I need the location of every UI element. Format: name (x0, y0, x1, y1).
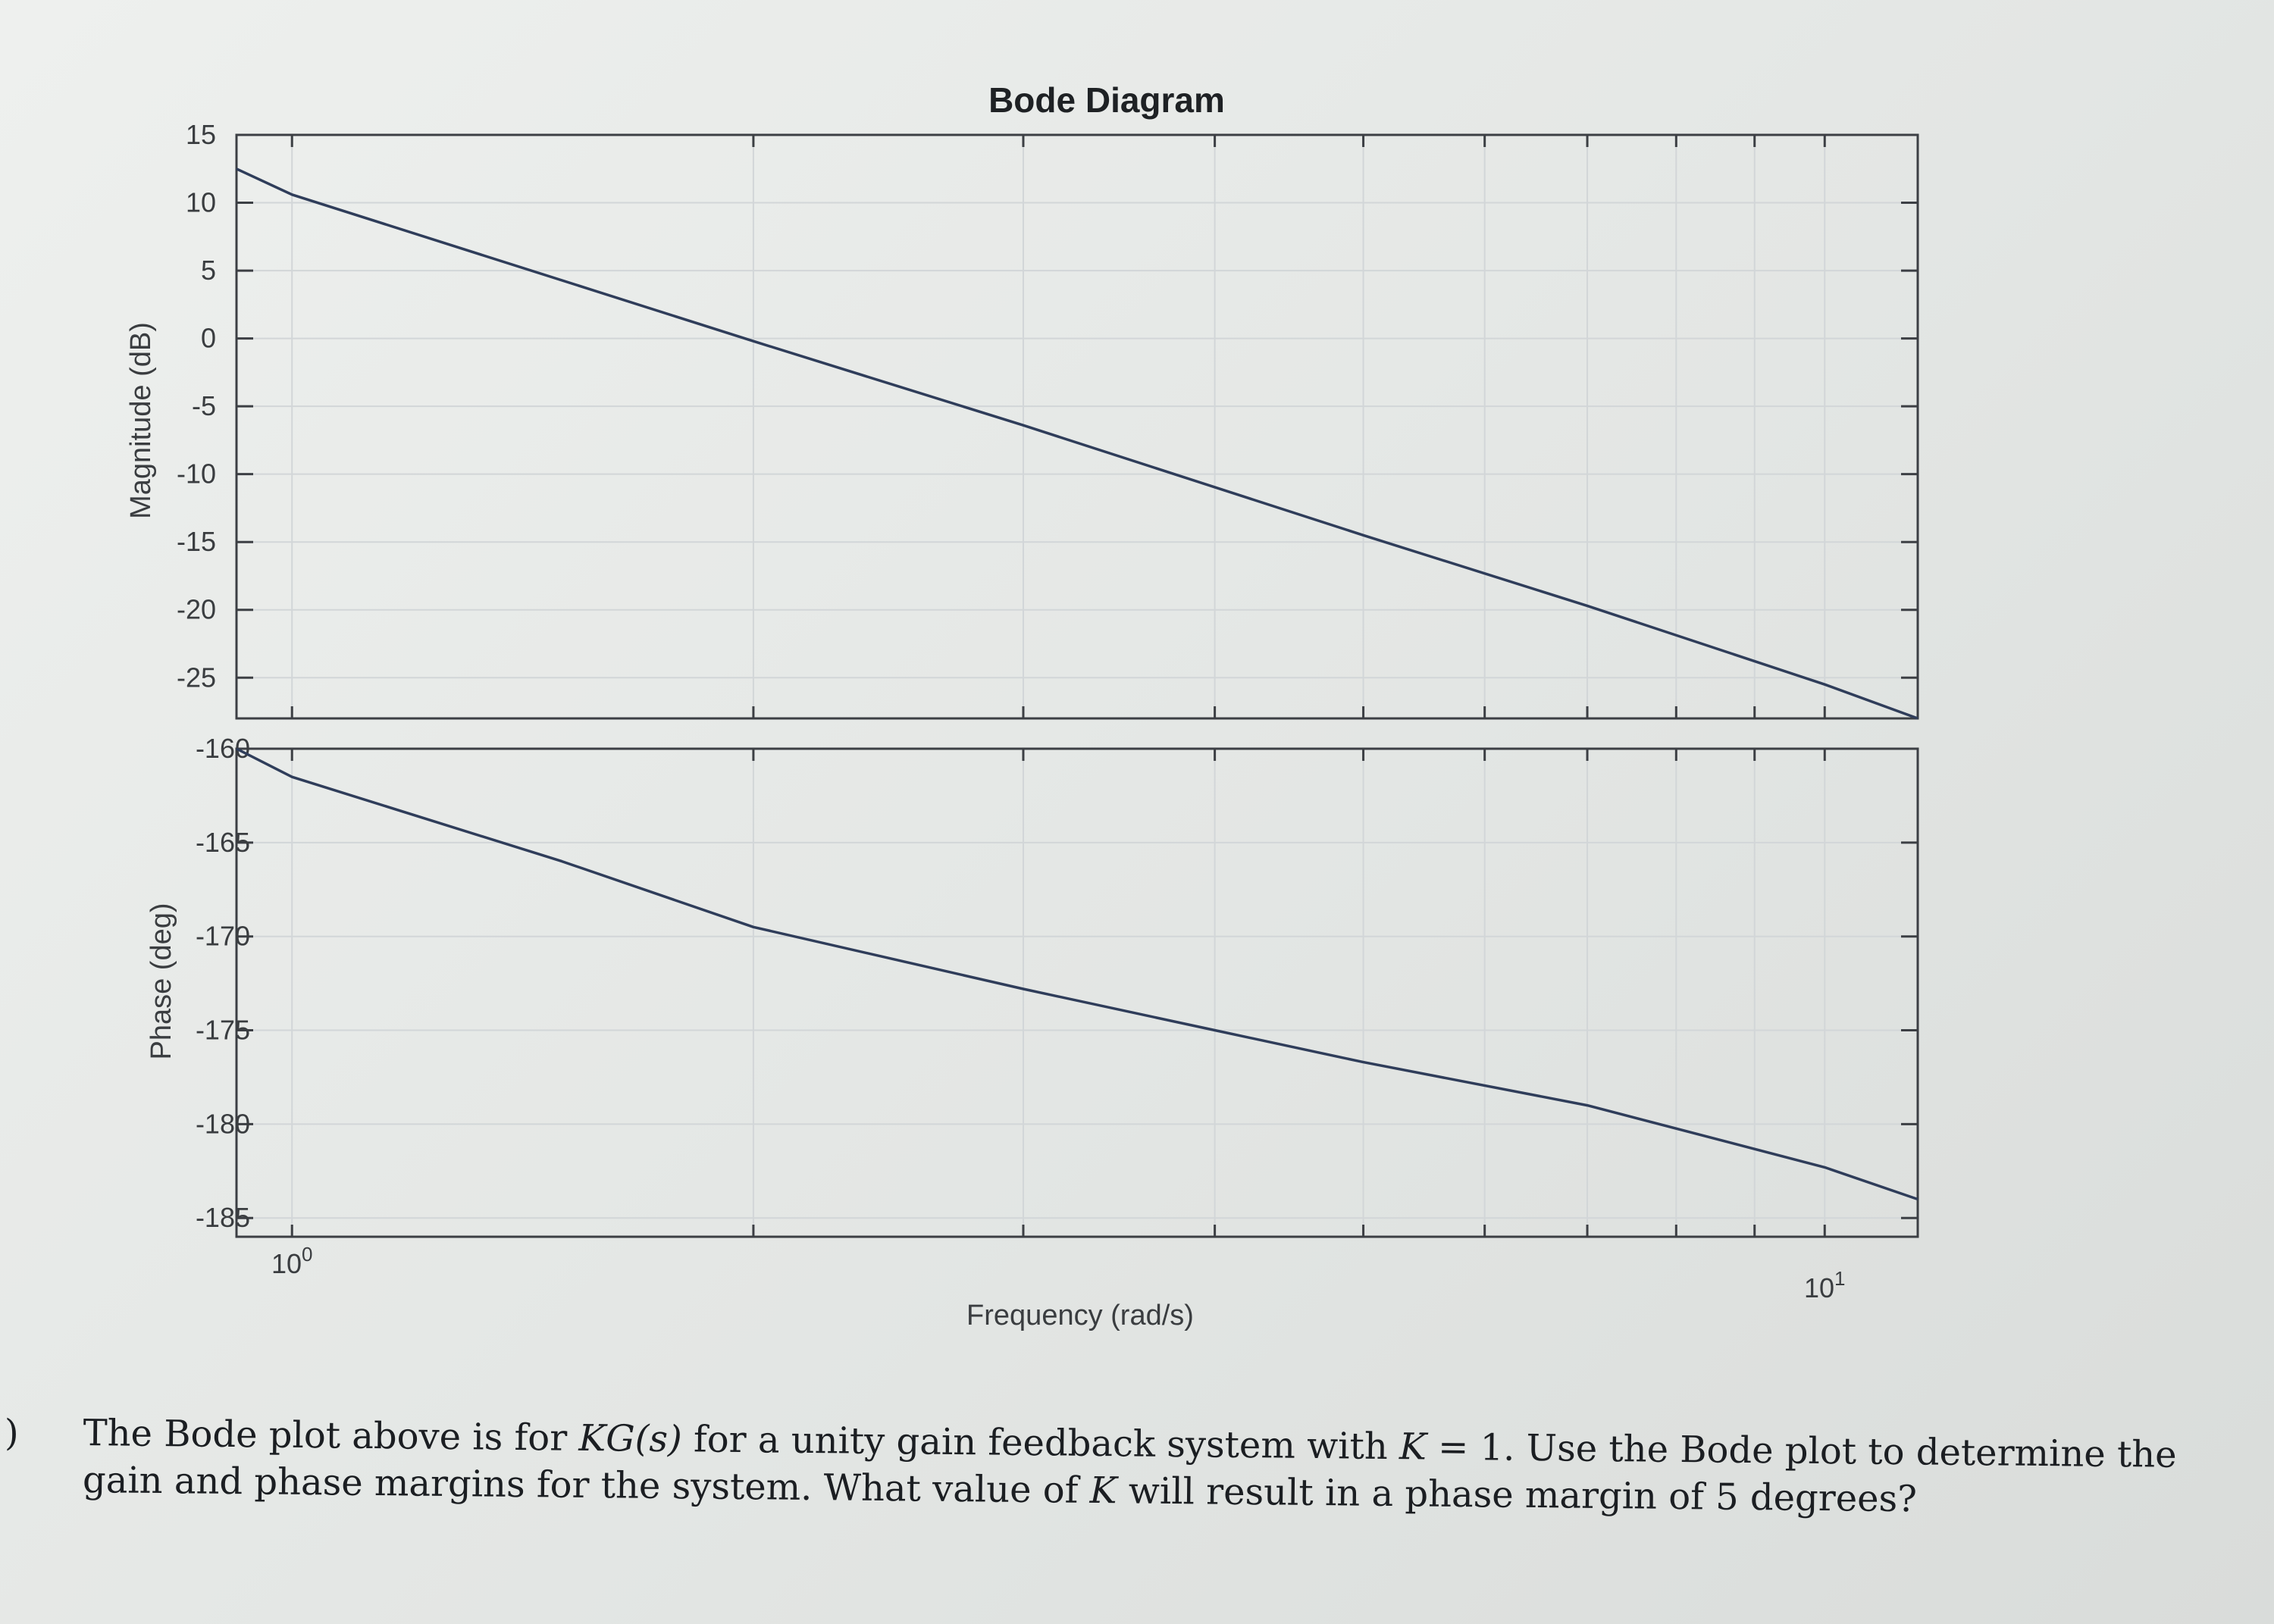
magnitude-panel: 15 10 5 0 -5 -10 -15 -20 -25 (177, 119, 1919, 720)
y-tick-label: -170 (196, 921, 250, 952)
problem-text-1c: = 1. Use the Bode plot to determine the (1426, 1425, 2177, 1476)
y-tick-label: -160 (196, 733, 250, 764)
problem-math-kg: KG(s) (578, 1416, 683, 1461)
problem-text-2a: gain and phase margins for the system. W… (82, 1458, 1090, 1512)
problem-marker: ) (5, 1412, 19, 1454)
chart-title: Bode Diagram (988, 80, 1225, 120)
y-tick-label: -180 (196, 1108, 250, 1139)
x-tick-exponent: 1 (1834, 1267, 1845, 1290)
y-tick-label: -175 (196, 1015, 250, 1046)
y-tick-label: 15 (186, 119, 216, 150)
magnitude-axes-box (235, 133, 1919, 720)
x-tick-label: 101 (1804, 1267, 1846, 1303)
phase-axis-label: Phase (deg) (146, 903, 177, 1059)
y-tick-label: -20 (177, 594, 216, 625)
problem-text: The Bode plot above is for KG(s) for a u… (82, 1410, 2177, 1525)
phase-panel: -160 -165 -170 -175 -180 -185 (196, 733, 1919, 1238)
phase-axes-box (235, 747, 1919, 1238)
problem-math-k1: K (1399, 1425, 1427, 1469)
problem-text-1a: The Bode plot above is for (83, 1411, 579, 1460)
x-tick-base: 10 (1804, 1272, 1834, 1303)
y-tick-label: -5 (192, 390, 216, 421)
y-tick-label: -25 (177, 662, 216, 693)
x-tick-exponent: 0 (302, 1243, 312, 1266)
magnitude-series-line (236, 167, 1918, 720)
magnitude-axis-label: Magnitude (dB) (125, 322, 157, 519)
y-tick-label: -165 (196, 827, 250, 858)
y-tick-label: 10 (186, 187, 216, 218)
y-tick-label: -15 (177, 526, 216, 557)
problem-text-2b: will result in a phase margin of 5 degre… (1117, 1469, 1918, 1521)
y-tick-label: -185 (196, 1202, 250, 1233)
y-tick-label: 5 (201, 255, 216, 286)
y-tick-label: -10 (177, 458, 216, 490)
problem-text-1b: for a unity gain feedback system with (681, 1418, 1400, 1469)
x-axis-label: Frequency (rad/s) (966, 1300, 1194, 1331)
phase-series-line (236, 747, 1918, 1201)
problem-math-k2: K (1089, 1469, 1117, 1513)
y-tick-label: 0 (201, 323, 216, 354)
x-tick-label: 100 (271, 1243, 313, 1279)
x-tick-base: 10 (271, 1248, 302, 1279)
